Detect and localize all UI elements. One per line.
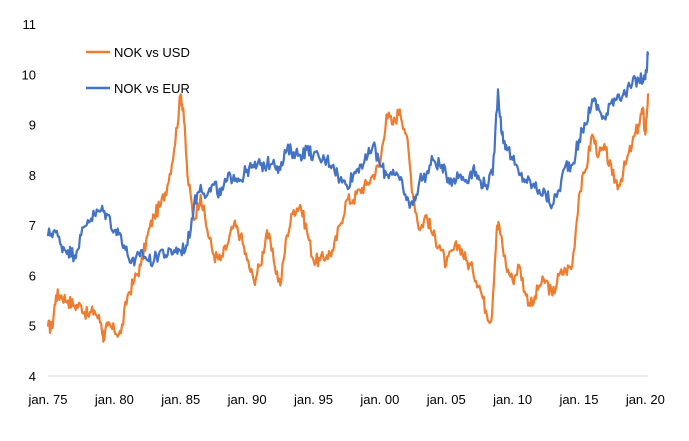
series-line-nok-vs-eur [46, 51, 650, 268]
y-tick-label: 11 [23, 17, 37, 32]
x-tick-label: jan. 75 [27, 392, 67, 407]
legend: NOK vs USD NOK vs EUR [86, 45, 190, 96]
x-tick-label: jan. 95 [293, 392, 333, 407]
x-tick-label: jan. 20 [625, 392, 665, 407]
series-line-nok-vs-usd [46, 93, 650, 343]
x-tick-label: jan. 00 [359, 392, 399, 407]
x-tick-label: jan. 80 [94, 392, 134, 407]
x-axis: jan. 75 jan. 80 jan. 85 jan. 90 jan. 95 jan. … [27, 392, 664, 407]
y-tick-label: 4 [29, 369, 36, 384]
x-tick-label: jan. 05 [426, 392, 466, 407]
x-tick-label: jan. 85 [160, 392, 200, 407]
x-tick-label: jan. 10 [492, 392, 532, 407]
y-tick-label: 8 [29, 168, 36, 183]
y-tick-label: 7 [29, 218, 36, 233]
plot-area [46, 51, 650, 343]
x-tick-label: jan. 90 [227, 392, 267, 407]
x-tick-label: jan. 15 [558, 392, 598, 407]
y-axis: 4 5 6 7 8 9 10 11 [22, 17, 36, 384]
legend-label: NOK vs USD [114, 45, 190, 60]
legend-label: NOK vs EUR [114, 81, 190, 96]
y-tick-label: 6 [29, 268, 36, 283]
y-tick-label: 10 [22, 67, 36, 82]
y-tick-label: 5 [29, 319, 36, 334]
y-tick-label: 9 [29, 118, 36, 133]
